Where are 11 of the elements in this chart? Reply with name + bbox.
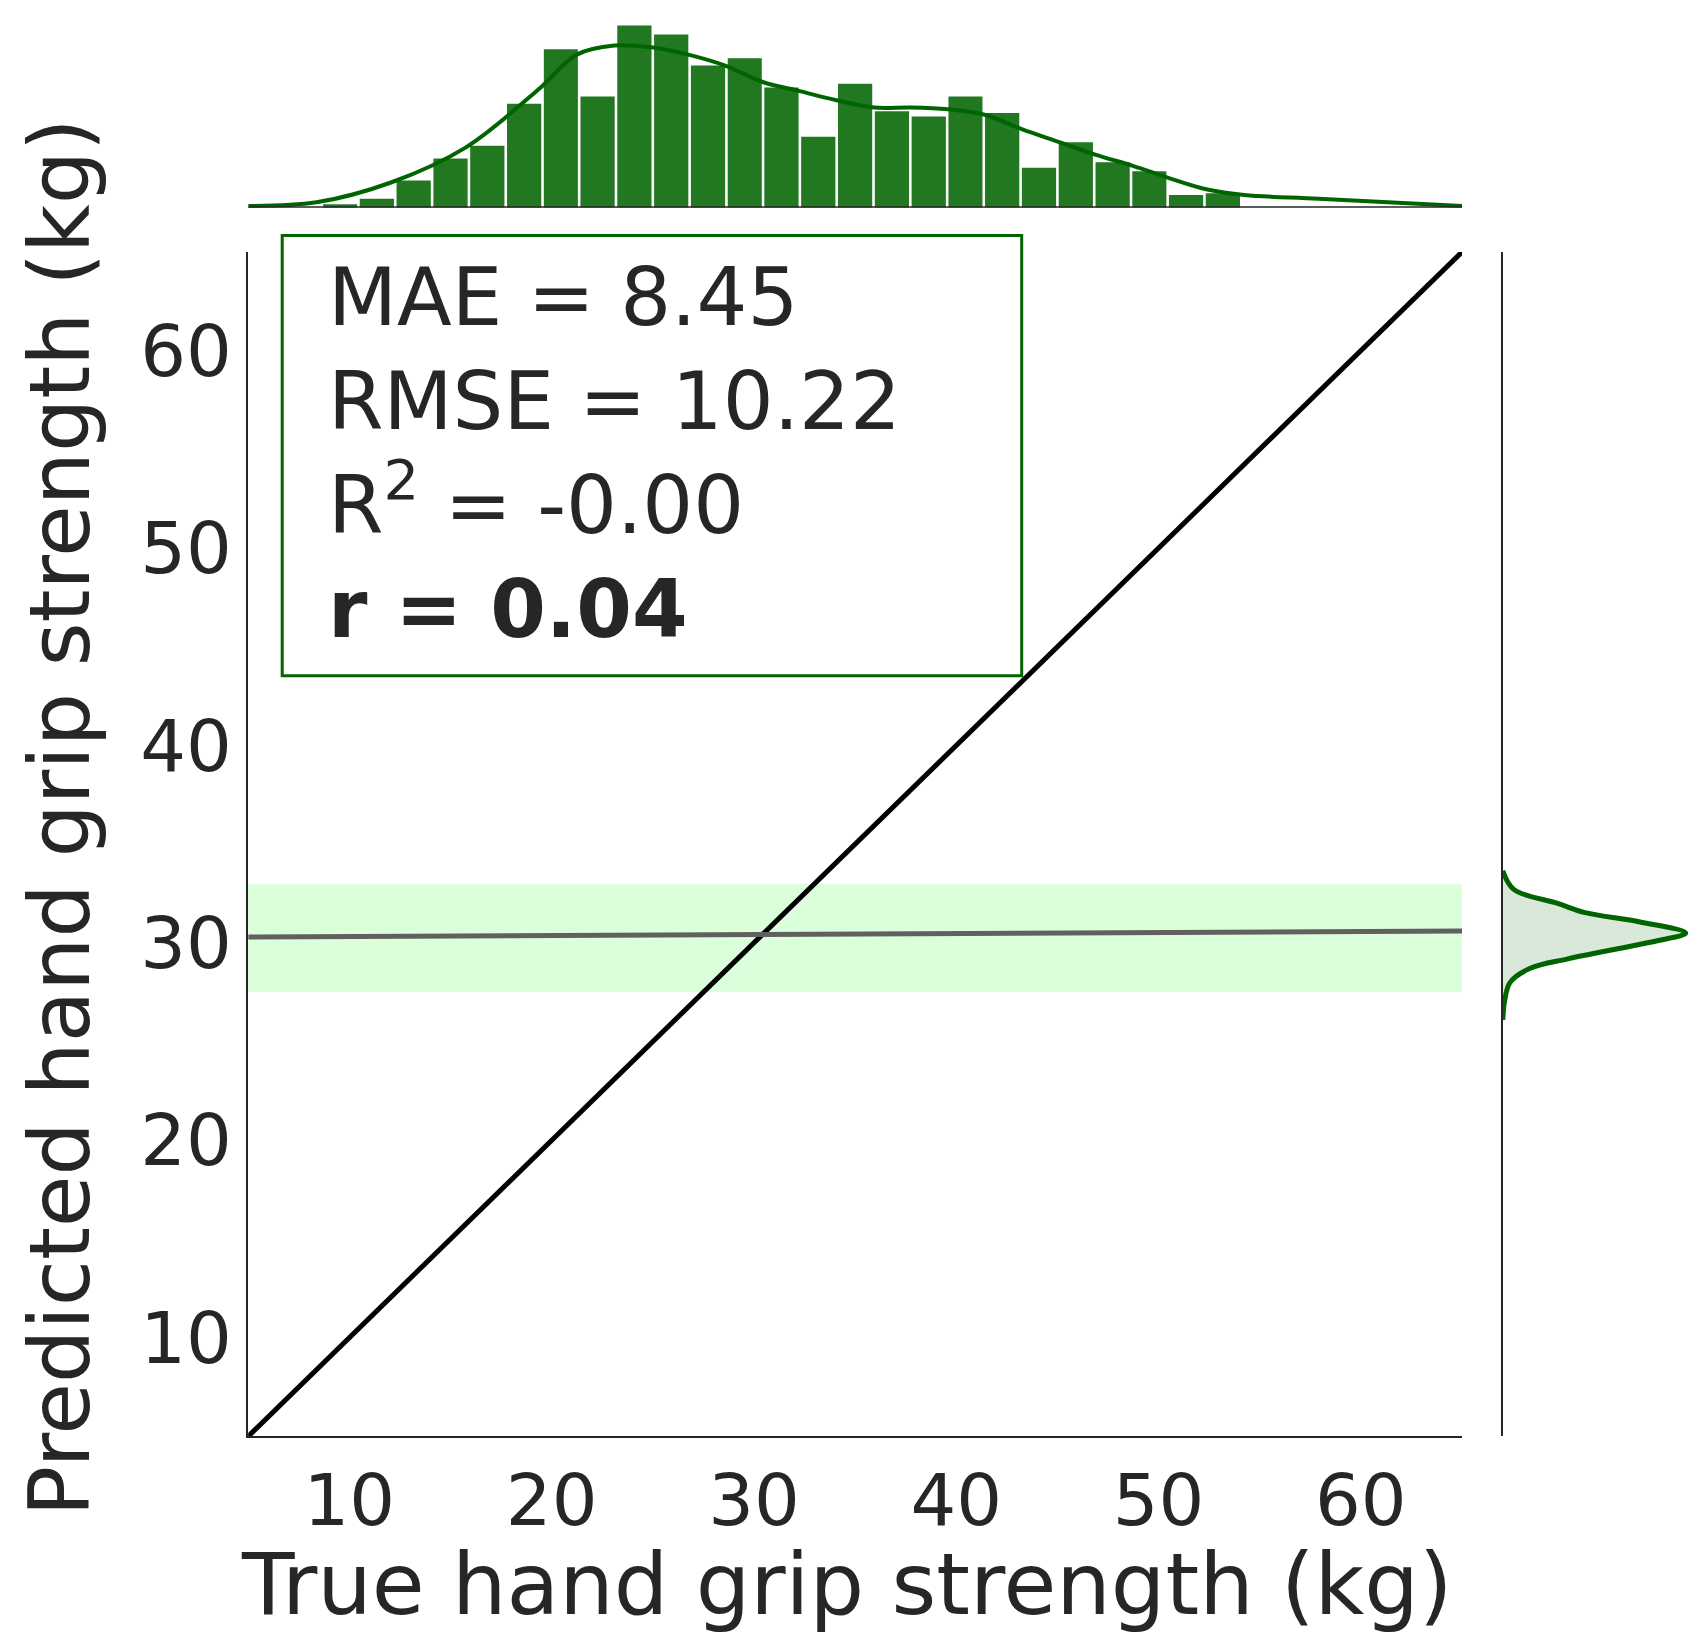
annotation: MAE = 8.45 [328, 251, 799, 344]
y-tick-label: 40 [140, 703, 232, 788]
y-axis-title: Predicted hand grip strength (kg) [10, 118, 109, 1517]
y-tick-label: 10 [140, 1295, 232, 1380]
annotation: RMSE = 10.22 [328, 355, 901, 448]
annotation: r = 0.04 [328, 563, 688, 656]
y-tick-label: 50 [140, 506, 232, 591]
y-tick-label: 30 [140, 901, 232, 986]
annotation: R$^{2}$ = -0.00 [328, 447, 745, 552]
y-tick-label: 20 [140, 1098, 232, 1183]
y-tick-label: 60 [140, 308, 232, 393]
